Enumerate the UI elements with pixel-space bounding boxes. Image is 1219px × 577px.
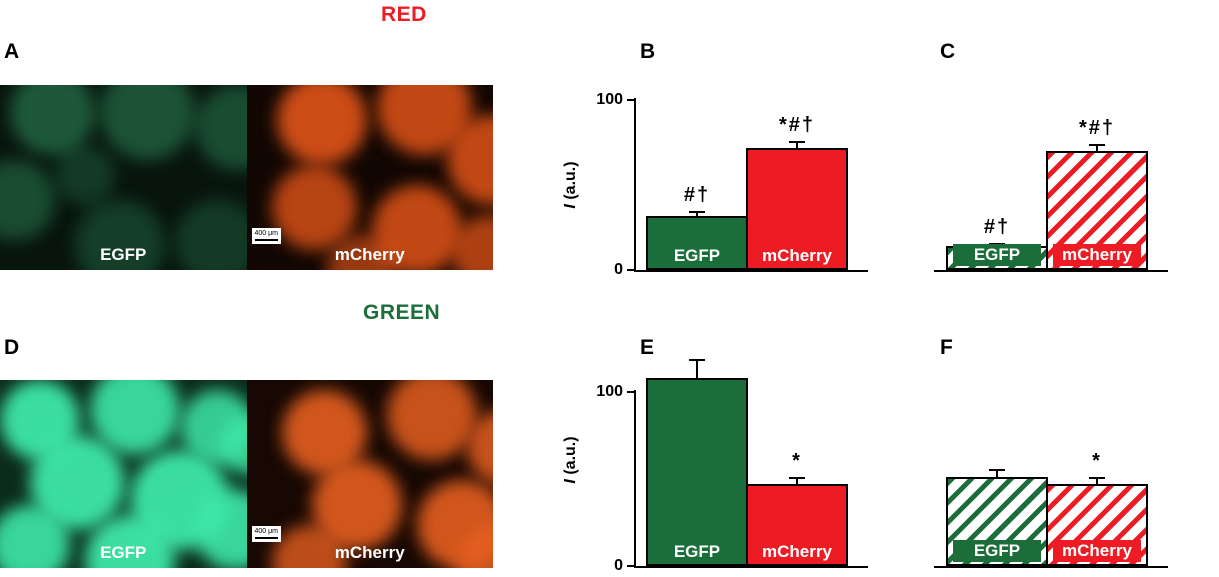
panel-label-c: C xyxy=(940,40,956,63)
bar-label-egfp: EGFP xyxy=(953,244,1041,266)
error-bar-mcherry xyxy=(1089,477,1105,485)
bar-slot-egfp: EGFP xyxy=(646,354,748,566)
tick-mark xyxy=(627,565,634,567)
error-bar-mcherry xyxy=(789,140,805,148)
y-tick-100: 100 xyxy=(565,383,634,401)
cell-blob xyxy=(75,200,165,270)
panel-label-f: F xyxy=(940,336,953,359)
y-tick-rail: 100 0 xyxy=(565,91,634,278)
bar-slot-mcherry: mCherry * xyxy=(746,354,848,566)
micrograph-egfp-field: EGFP xyxy=(0,380,247,568)
bar-label-mcherry: mCherry xyxy=(762,542,832,561)
scale-bar-label: 400 μm xyxy=(254,230,278,241)
panel-label-d: D xyxy=(4,336,20,359)
title-red: RED xyxy=(381,3,427,26)
y-tick-100: 100 xyxy=(565,91,634,109)
significance-mcherry: * xyxy=(1092,450,1102,473)
scale-bar-label: 400 μm xyxy=(254,528,278,539)
bar-label-egfp: EGFP xyxy=(673,542,721,561)
tick-mark xyxy=(627,99,634,101)
bar-slot-mcherry: mCherry *#† xyxy=(1046,100,1148,270)
x-axis-line xyxy=(934,270,1168,272)
bar-slot-mcherry: mCherry *#† xyxy=(746,100,848,270)
cell-blob xyxy=(90,380,180,455)
panel-label-e: E xyxy=(640,336,655,359)
bar-label-mcherry: mCherry xyxy=(1053,540,1141,562)
bar-egfp: EGFP xyxy=(946,244,1048,270)
tick-mark xyxy=(627,269,634,271)
bar-mcherry: mCherry xyxy=(1046,151,1148,270)
micrograph-label-mcherry: mCherry xyxy=(334,543,405,562)
y-axis-line xyxy=(634,390,636,568)
bar-chart-b: I (a.u.) 100 0 EGFP #† mCherry *#† xyxy=(562,88,875,280)
bar-slot-egfp: EGFP xyxy=(946,354,1048,566)
bar-label-mcherry: mCherry xyxy=(1053,244,1141,266)
cell-blob xyxy=(100,85,195,160)
bar-slot-mcherry: mCherry * xyxy=(1046,354,1148,566)
bar-slot-egfp: EGFP #† xyxy=(946,100,1048,270)
bar-label-mcherry: mCherry xyxy=(762,246,832,265)
micrograph-label-egfp: EGFP xyxy=(100,245,147,264)
y-tick-0: 0 xyxy=(565,557,634,575)
scale-bar: 400 μm xyxy=(251,526,281,542)
error-bar-mcherry xyxy=(789,477,805,485)
bar-mcherry: mCherry xyxy=(746,484,848,566)
x-axis-line xyxy=(934,566,1168,568)
x-axis-line xyxy=(634,566,868,568)
y-axis-line xyxy=(634,98,636,272)
bar-egfp: EGFP xyxy=(646,378,748,566)
tick-mark xyxy=(627,391,634,394)
bar-chart-e: I (a.u.) 100 0 EGFP mCherry * xyxy=(562,350,875,576)
plot-area: EGFP #† mCherry *#† xyxy=(636,100,868,270)
micrograph-panel-d: EGFP 400 μm mCherry xyxy=(0,380,493,568)
plot-area: EGFP mCherry * xyxy=(636,354,868,566)
error-bar-egfp xyxy=(689,359,705,379)
bar-chart-c: EGFP #† mCherry *#† xyxy=(865,88,1175,280)
micrograph-label-mcherry: mCherry xyxy=(334,245,405,264)
significance-mcherry: *#† xyxy=(778,113,816,136)
micrograph-mcherry-field: 400 μm mCherry xyxy=(246,85,493,270)
y-tick-rail: 100 0 xyxy=(565,354,634,574)
cell-blob xyxy=(55,145,115,205)
cell-blob xyxy=(271,165,357,250)
significance-egfp: #† xyxy=(683,183,711,206)
error-bar-egfp xyxy=(689,210,705,216)
error-bar-mcherry xyxy=(1089,144,1105,151)
micrograph-mcherry-field: 400 μm mCherry xyxy=(246,380,493,568)
bar-chart-f: EGFP mCherry * xyxy=(865,350,1175,576)
bar-slot-egfp: EGFP #† xyxy=(646,100,748,270)
bar-egfp: EGFP xyxy=(646,215,748,270)
micrograph-label-egfp: EGFP xyxy=(100,543,147,562)
error-bar-egfp xyxy=(989,468,1005,478)
bar-egfp: EGFP xyxy=(946,477,1048,566)
plot-area: EGFP #† mCherry *#† xyxy=(936,100,1168,270)
panel-label-b: B xyxy=(640,40,656,63)
cell-blob xyxy=(10,85,95,155)
micrograph-egfp-field: EGFP xyxy=(0,85,247,270)
cell-blob xyxy=(175,200,247,270)
plot-area: EGFP mCherry * xyxy=(936,354,1168,566)
bar-mcherry: mCherry xyxy=(746,147,848,270)
significance-mcherry: *#† xyxy=(1078,117,1116,140)
scale-bar: 400 μm xyxy=(251,228,281,244)
title-green: GREEN xyxy=(363,301,441,324)
cell-blob xyxy=(276,85,367,165)
bar-label-egfp: EGFP xyxy=(673,246,721,265)
cell-blob xyxy=(386,380,477,460)
significance-egfp: #† xyxy=(983,215,1011,238)
y-tick-0: 0 xyxy=(565,261,634,279)
panel-label-a: A xyxy=(4,40,20,63)
cell-blob xyxy=(0,160,55,240)
significance-mcherry: * xyxy=(792,450,802,473)
bar-mcherry: mCherry xyxy=(1046,484,1148,566)
cell-blob xyxy=(195,85,247,170)
x-axis-line xyxy=(634,270,868,272)
bar-label-egfp: EGFP xyxy=(953,540,1041,562)
micrograph-panel-a: EGFP 400 μm mCherry xyxy=(0,85,493,270)
